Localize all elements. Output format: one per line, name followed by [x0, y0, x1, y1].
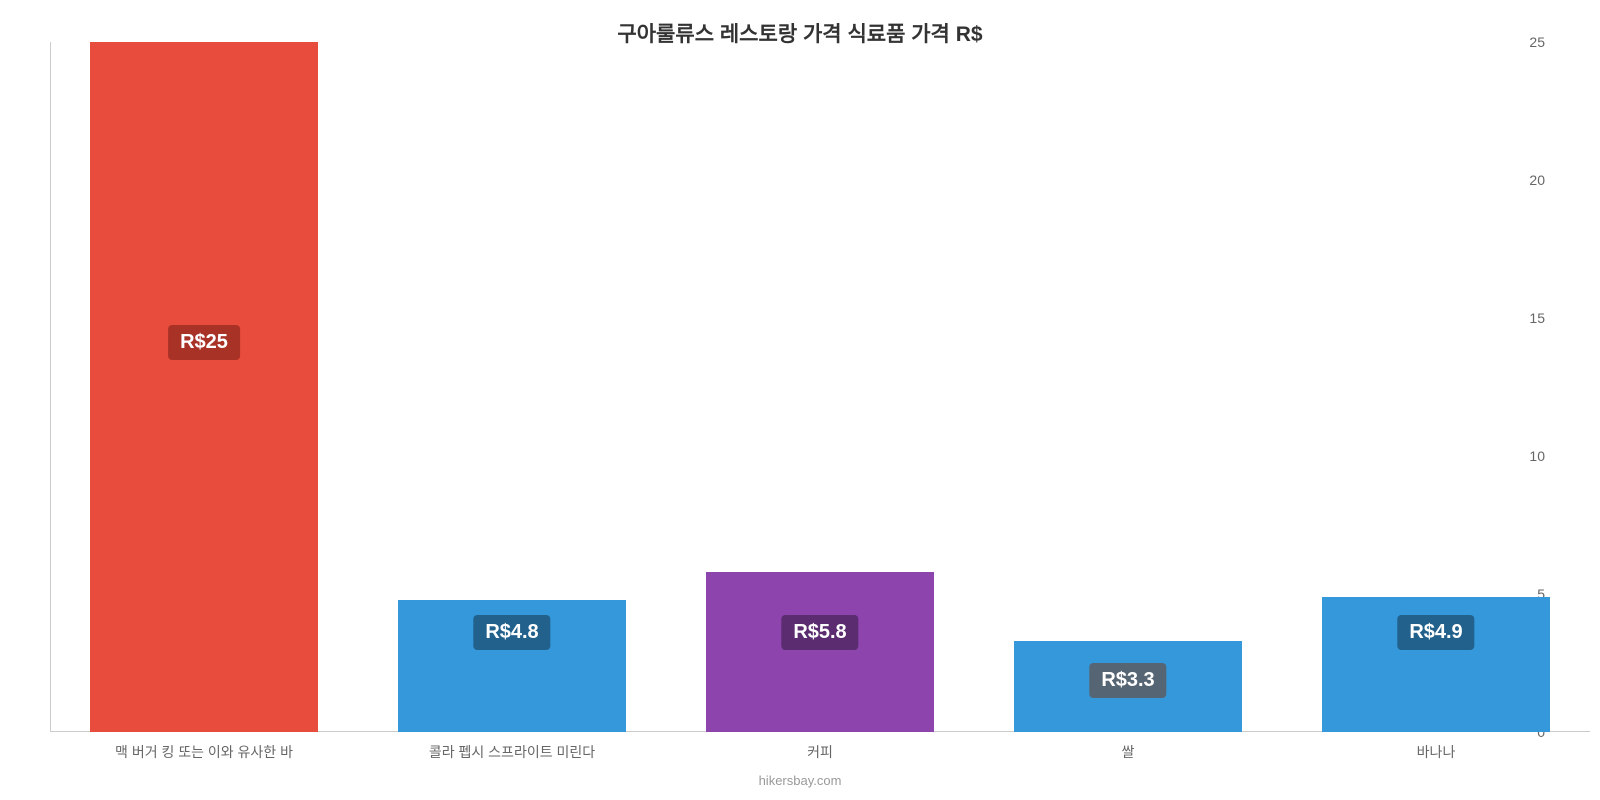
bar-value-badge: R$5.8 — [781, 615, 858, 650]
x-tick-label: 쌀 — [1122, 742, 1135, 762]
bar-value-badge: R$4.8 — [473, 615, 550, 650]
bar — [90, 42, 318, 732]
chart-footer: hikersbay.com — [759, 773, 842, 788]
x-tick-label: 맥 버거 킹 또는 이와 유사한 바 — [115, 742, 293, 762]
price-bar-chart: 구아룰류스 레스토랑 가격 식료품 가격 R$ 0510152025 R$25R… — [0, 0, 1600, 800]
x-tick-label: 커피 — [807, 742, 833, 762]
bar-value-badge: R$3.3 — [1089, 663, 1166, 698]
bar — [706, 572, 934, 732]
x-tick-label: 바나나 — [1417, 742, 1456, 762]
bars-area: R$25 R$4.8 R$5.8 R$3.3 R$4.9 — [50, 42, 1590, 732]
bar-value-badge: R$4.9 — [1397, 615, 1474, 650]
bar-value-badge: R$25 — [168, 325, 240, 360]
chart-title: 구아룰류스 레스토랑 가격 식료품 가격 R$ — [0, 0, 1600, 48]
x-tick-label: 콜라 펩시 스프라이트 미린다 — [429, 742, 595, 762]
